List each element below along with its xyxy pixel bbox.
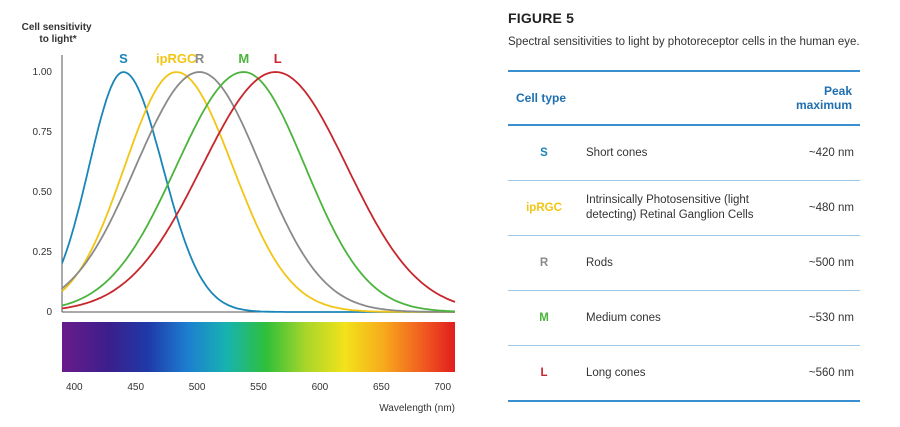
y-tick-label: 0.50	[33, 187, 53, 198]
series-label-iprgc: ipRGC	[156, 51, 197, 66]
series-label-s: S	[119, 51, 128, 66]
x-tick-label: 650	[373, 382, 390, 393]
table-row: M Medium cones ~530 nm	[508, 290, 860, 346]
peak-value: ~530 nm	[777, 290, 860, 346]
series-line-iprgc	[61, 71, 455, 313]
visible-spectrum-bar	[62, 322, 455, 372]
cell-abbreviation: R	[508, 235, 580, 291]
x-ticks: 400 450 500 550 600 650 700	[66, 382, 452, 393]
x-axis-label: Wavelength (nm)	[379, 403, 455, 414]
x-tick-label: 400	[66, 382, 83, 393]
peak-value: ~480 nm	[777, 180, 860, 236]
cell-type-table: Cell type Peak maximum S Short cones ~420 …	[508, 70, 860, 402]
y-ticks: 0 0.25 0.50 0.75 1.00	[33, 67, 53, 318]
y-tick-label: 0	[46, 307, 52, 318]
figure-subtitle: Spectral sensitivities to light by photo…	[508, 36, 860, 48]
x-tick-label: 550	[250, 382, 267, 393]
peak-maximum-header: Peak maximum	[777, 70, 860, 126]
peak-value: ~500 nm	[777, 235, 860, 291]
series-lines	[61, 71, 456, 313]
peak-value: ~420 nm	[777, 125, 860, 181]
cell-type-name: Rods	[580, 235, 777, 291]
table-row: L Long cones ~560 nm	[508, 345, 860, 402]
table-header-row: Cell type Peak maximum	[508, 70, 860, 126]
peak-value: ~560 nm	[777, 345, 860, 402]
cell-type-header: Cell type	[508, 70, 777, 126]
series-label-m: M	[238, 51, 249, 66]
series-label-r: R	[195, 51, 205, 66]
y-tick-label: 1.00	[33, 67, 53, 78]
x-tick-label: 600	[312, 382, 329, 393]
series-label-l: L	[274, 51, 282, 66]
x-tick-label: 500	[189, 382, 206, 393]
series-line-m	[61, 71, 456, 313]
x-tick-label: 450	[127, 382, 144, 393]
y-tick-label: 0.25	[33, 247, 53, 258]
cell-type-name: Long cones	[580, 345, 777, 402]
cell-abbreviation: M	[508, 290, 580, 346]
series-line-l	[61, 71, 456, 310]
cell-abbreviation: ipRGC	[508, 180, 580, 236]
series-line-r	[61, 71, 455, 313]
y-tick-label: 0.75	[33, 127, 53, 138]
table-row: S Short cones ~420 nm	[508, 125, 860, 181]
cell-type-name: Short cones	[580, 125, 777, 181]
table-row: ipRGC Intrinsically Photosensitive (light…	[508, 180, 860, 236]
cell-abbreviation: S	[508, 125, 580, 181]
x-tick-label: 700	[434, 382, 451, 393]
cell-abbreviation: L	[508, 345, 580, 402]
figure-title: FIGURE 5	[508, 10, 575, 26]
series-line-s	[61, 71, 455, 313]
y-axis-label: Cell sensitivity to light*	[22, 22, 95, 45]
cell-type-name: Medium cones	[580, 290, 777, 346]
spectral-sensitivity-chart: Cell sensitivity to light* 0 0.25 0.50 0.75…	[22, 22, 456, 414]
table-row: R Rods ~500 nm	[508, 235, 860, 291]
cell-type-name: Intrinsically Photosensitive (light dete…	[580, 180, 777, 236]
legend-panel: FIGURE 5 Spectral sensitivities to light…	[508, 10, 860, 402]
